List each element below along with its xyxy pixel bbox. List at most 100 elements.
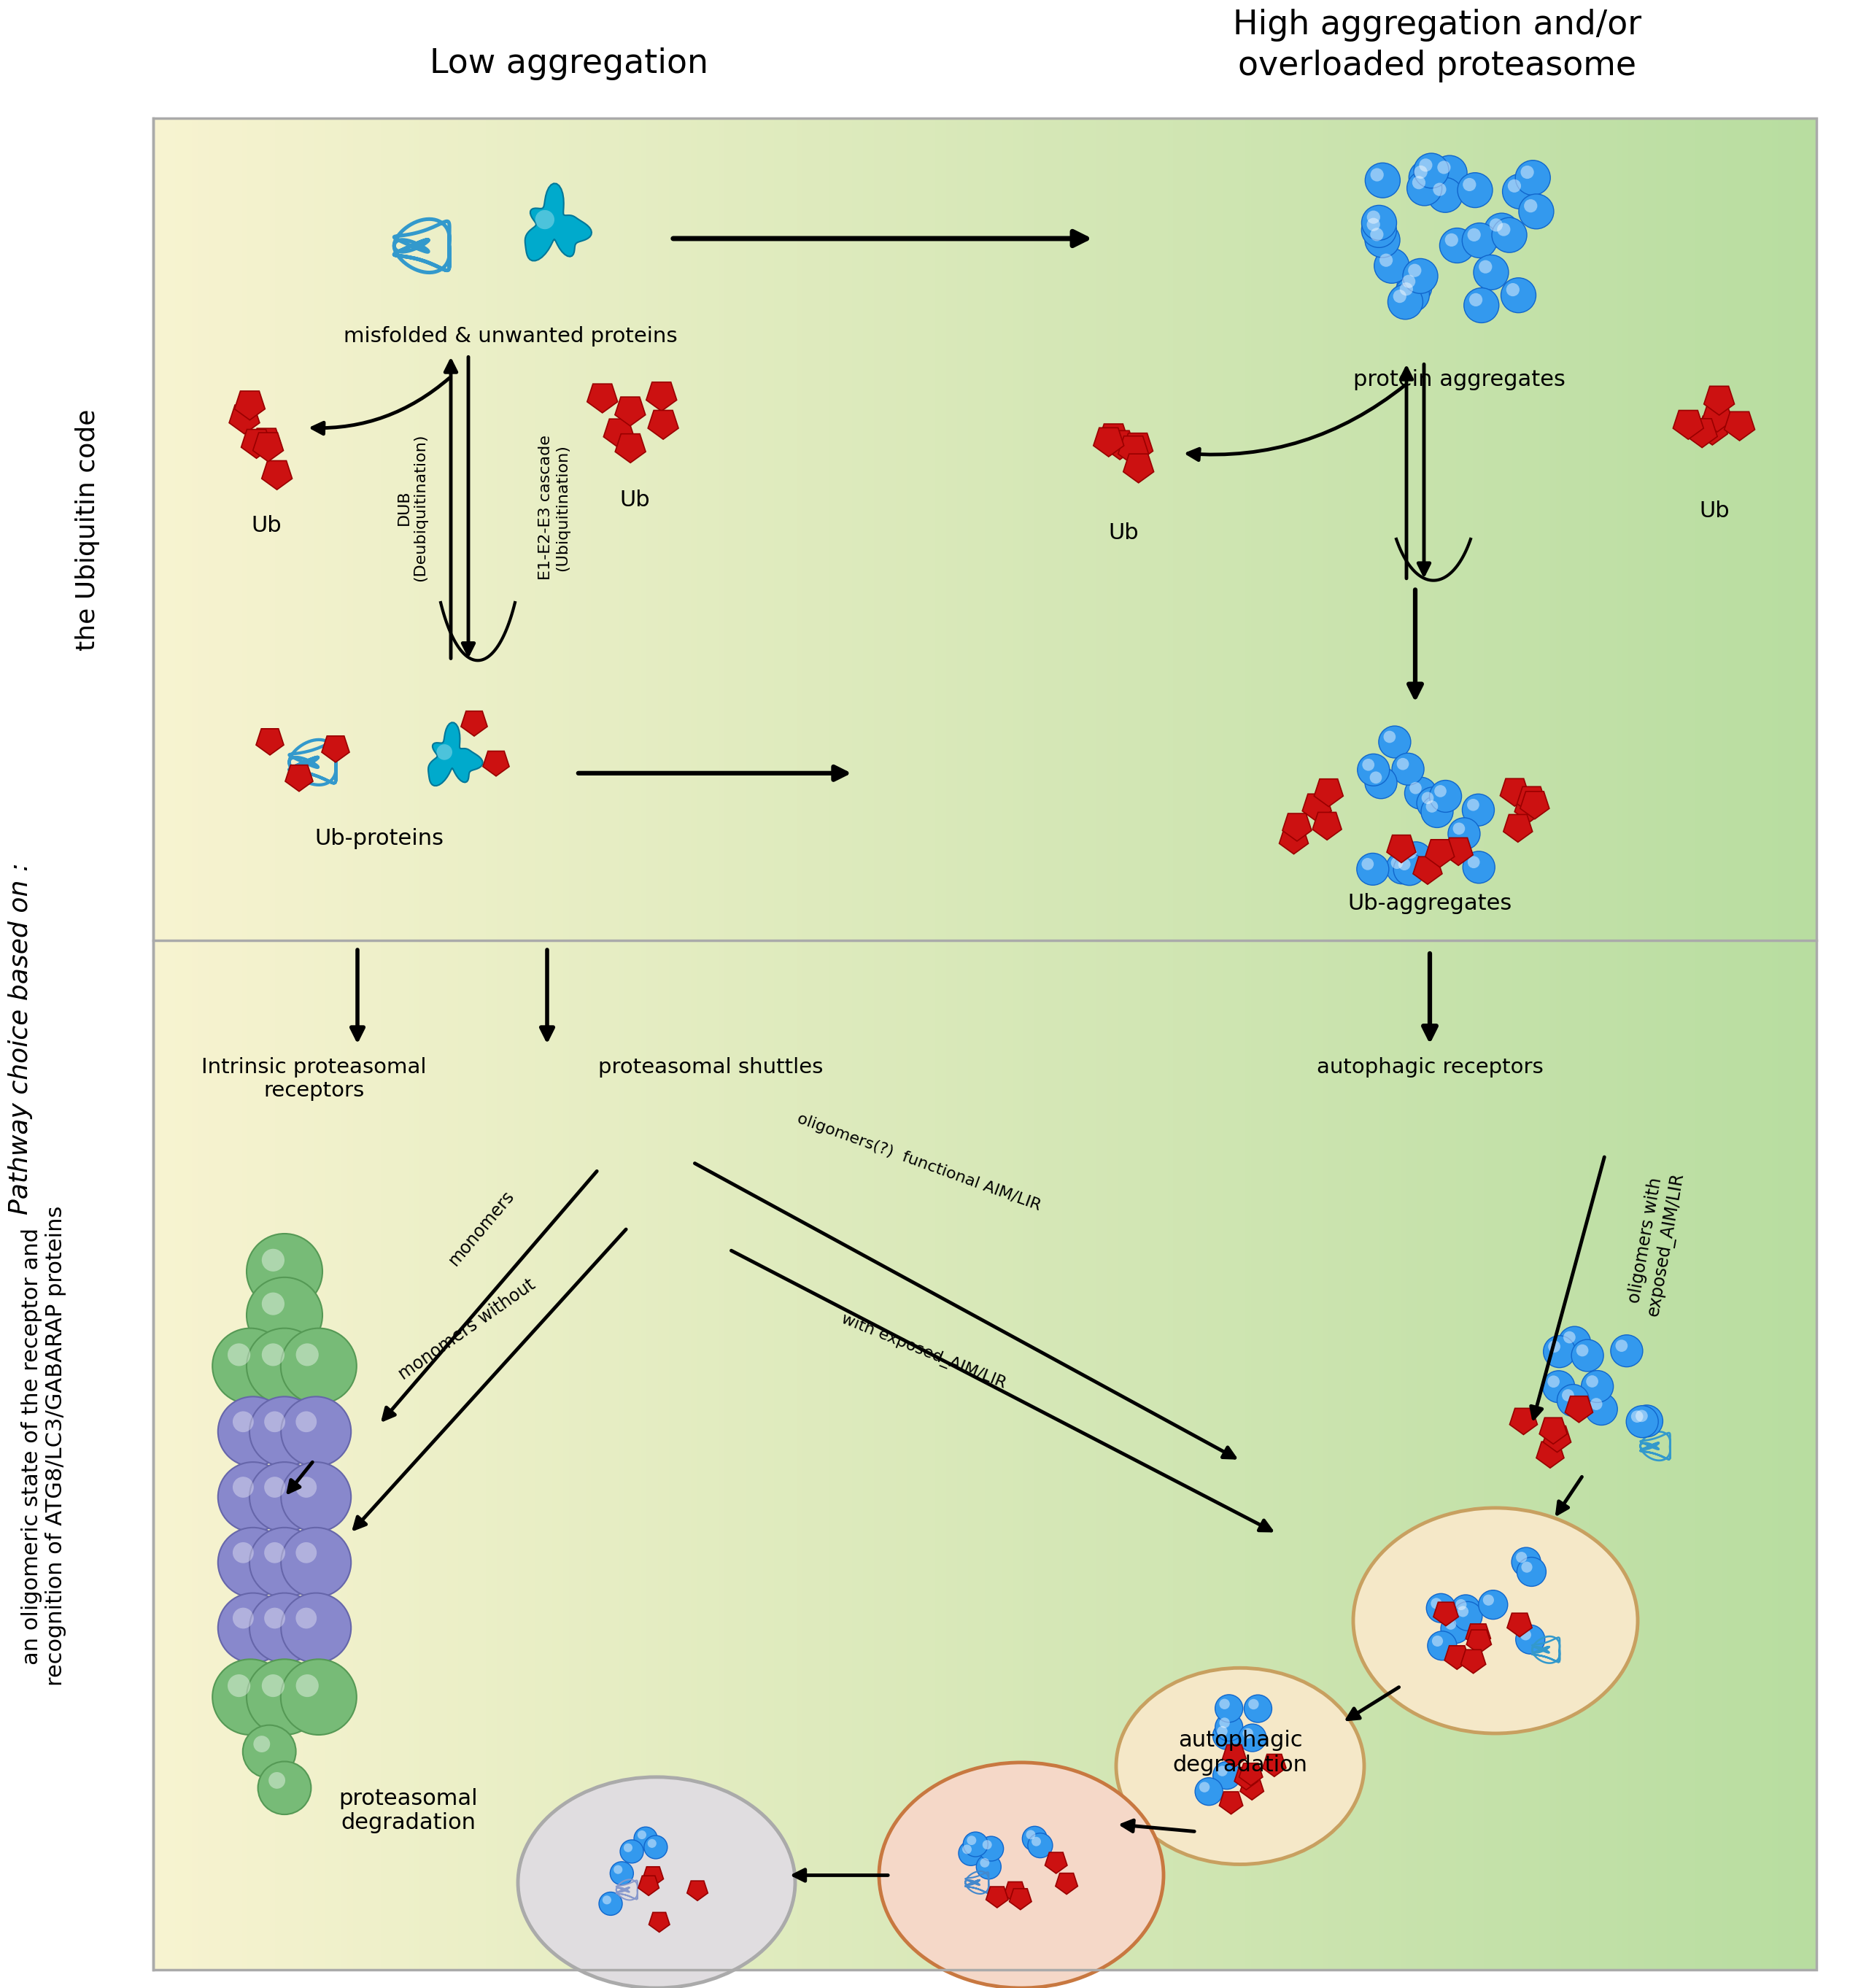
Circle shape bbox=[257, 1761, 311, 1815]
Circle shape bbox=[1434, 183, 1447, 197]
Circle shape bbox=[1521, 1630, 1532, 1640]
Circle shape bbox=[1417, 787, 1449, 819]
Circle shape bbox=[1450, 1594, 1480, 1624]
Circle shape bbox=[1393, 290, 1406, 302]
Bar bbox=[1678, 940, 1684, 1970]
Bar bbox=[1018, 119, 1025, 940]
Circle shape bbox=[1585, 1394, 1617, 1425]
Polygon shape bbox=[261, 461, 292, 489]
Bar bbox=[1495, 940, 1500, 1970]
Circle shape bbox=[981, 1859, 990, 1867]
Bar bbox=[1267, 940, 1275, 1970]
Bar bbox=[625, 119, 631, 940]
Polygon shape bbox=[461, 712, 487, 736]
Bar bbox=[1045, 940, 1053, 1970]
Bar bbox=[807, 119, 814, 940]
Bar bbox=[398, 119, 403, 940]
Circle shape bbox=[962, 1845, 971, 1855]
Circle shape bbox=[218, 1592, 289, 1662]
Circle shape bbox=[228, 1674, 250, 1698]
Bar bbox=[1462, 119, 1467, 940]
Bar bbox=[1312, 119, 1319, 940]
Bar bbox=[812, 940, 820, 1970]
Circle shape bbox=[1365, 767, 1397, 799]
Bar bbox=[1567, 119, 1572, 940]
Bar bbox=[248, 940, 253, 1970]
Bar bbox=[1206, 940, 1214, 1970]
Bar bbox=[1495, 119, 1500, 940]
Bar bbox=[1367, 940, 1375, 1970]
Circle shape bbox=[1413, 153, 1449, 189]
Circle shape bbox=[620, 1839, 644, 1863]
Bar bbox=[409, 940, 414, 1970]
Polygon shape bbox=[648, 410, 679, 439]
Text: monomers without: monomers without bbox=[396, 1276, 538, 1384]
Circle shape bbox=[1217, 1726, 1228, 1738]
Circle shape bbox=[1199, 1781, 1210, 1793]
Bar bbox=[1484, 940, 1489, 1970]
Text: Low aggregation: Low aggregation bbox=[429, 48, 709, 80]
Polygon shape bbox=[642, 1867, 664, 1887]
Bar bbox=[840, 119, 847, 940]
Circle shape bbox=[1452, 1602, 1482, 1630]
Bar bbox=[1040, 119, 1047, 940]
Bar bbox=[653, 940, 659, 1970]
Bar bbox=[692, 940, 697, 1970]
Circle shape bbox=[1402, 258, 1437, 294]
Bar bbox=[751, 940, 758, 1970]
Bar bbox=[686, 119, 692, 940]
Bar bbox=[1606, 119, 1611, 940]
Bar bbox=[692, 119, 697, 940]
Polygon shape bbox=[1539, 1417, 1567, 1443]
Bar bbox=[187, 119, 192, 940]
Bar bbox=[253, 119, 259, 940]
Bar bbox=[1190, 940, 1197, 1970]
Bar bbox=[664, 940, 670, 1970]
Bar bbox=[420, 119, 426, 940]
Bar bbox=[1373, 940, 1380, 1970]
Polygon shape bbox=[1515, 795, 1543, 823]
Circle shape bbox=[1515, 1624, 1545, 1654]
Bar bbox=[879, 119, 886, 940]
Bar bbox=[453, 940, 459, 1970]
Polygon shape bbox=[255, 730, 283, 755]
Bar bbox=[159, 940, 165, 1970]
Circle shape bbox=[296, 1543, 316, 1563]
Bar bbox=[1550, 119, 1556, 940]
Bar bbox=[1500, 940, 1506, 1970]
Circle shape bbox=[296, 1608, 316, 1628]
Bar bbox=[1306, 119, 1314, 940]
Bar bbox=[475, 940, 481, 1970]
Bar bbox=[1722, 119, 1728, 940]
Polygon shape bbox=[614, 398, 646, 425]
Bar bbox=[768, 940, 775, 1970]
Bar bbox=[498, 119, 503, 940]
Bar bbox=[884, 119, 892, 940]
Polygon shape bbox=[1517, 787, 1547, 815]
Bar bbox=[1140, 119, 1147, 940]
Bar bbox=[265, 119, 270, 940]
Polygon shape bbox=[483, 751, 509, 775]
Bar bbox=[1234, 119, 1241, 940]
Bar bbox=[420, 940, 426, 1970]
Circle shape bbox=[1441, 1614, 1471, 1644]
Bar bbox=[956, 940, 964, 1970]
Bar bbox=[1650, 940, 1656, 1970]
Bar bbox=[1550, 940, 1556, 1970]
Circle shape bbox=[1524, 199, 1537, 213]
Bar bbox=[470, 940, 475, 1970]
Bar bbox=[807, 940, 814, 1970]
Circle shape bbox=[1215, 1714, 1243, 1741]
Polygon shape bbox=[1465, 1624, 1491, 1648]
Circle shape bbox=[1611, 1334, 1643, 1368]
Circle shape bbox=[1462, 793, 1495, 825]
Bar bbox=[1195, 940, 1202, 1970]
Bar bbox=[342, 940, 348, 1970]
Bar bbox=[220, 119, 226, 940]
Bar bbox=[298, 119, 303, 940]
Polygon shape bbox=[1696, 415, 1728, 445]
Ellipse shape bbox=[1352, 1509, 1637, 1734]
Polygon shape bbox=[1278, 827, 1308, 855]
Bar bbox=[1622, 940, 1628, 1970]
Bar bbox=[984, 119, 992, 940]
